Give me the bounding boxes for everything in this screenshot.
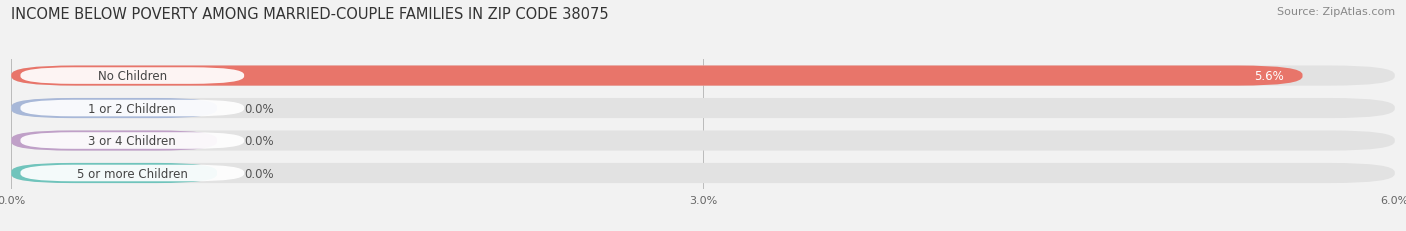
FancyBboxPatch shape — [11, 66, 1302, 86]
Text: 3 or 4 Children: 3 or 4 Children — [89, 134, 176, 147]
Text: 5 or more Children: 5 or more Children — [77, 167, 188, 180]
FancyBboxPatch shape — [21, 165, 245, 182]
FancyBboxPatch shape — [21, 133, 245, 149]
FancyBboxPatch shape — [11, 163, 217, 183]
FancyBboxPatch shape — [21, 100, 245, 117]
FancyBboxPatch shape — [11, 163, 1395, 183]
FancyBboxPatch shape — [11, 99, 1395, 119]
Text: 0.0%: 0.0% — [245, 102, 274, 115]
FancyBboxPatch shape — [11, 99, 217, 119]
FancyBboxPatch shape — [11, 66, 1395, 86]
FancyBboxPatch shape — [11, 131, 1395, 151]
Text: 0.0%: 0.0% — [245, 167, 274, 180]
Text: 5.6%: 5.6% — [1254, 70, 1284, 83]
Text: Source: ZipAtlas.com: Source: ZipAtlas.com — [1277, 7, 1395, 17]
FancyBboxPatch shape — [11, 131, 217, 151]
Text: INCOME BELOW POVERTY AMONG MARRIED-COUPLE FAMILIES IN ZIP CODE 38075: INCOME BELOW POVERTY AMONG MARRIED-COUPL… — [11, 7, 609, 22]
Text: No Children: No Children — [98, 70, 167, 83]
FancyBboxPatch shape — [21, 68, 245, 85]
Text: 1 or 2 Children: 1 or 2 Children — [89, 102, 176, 115]
Text: 0.0%: 0.0% — [245, 134, 274, 147]
